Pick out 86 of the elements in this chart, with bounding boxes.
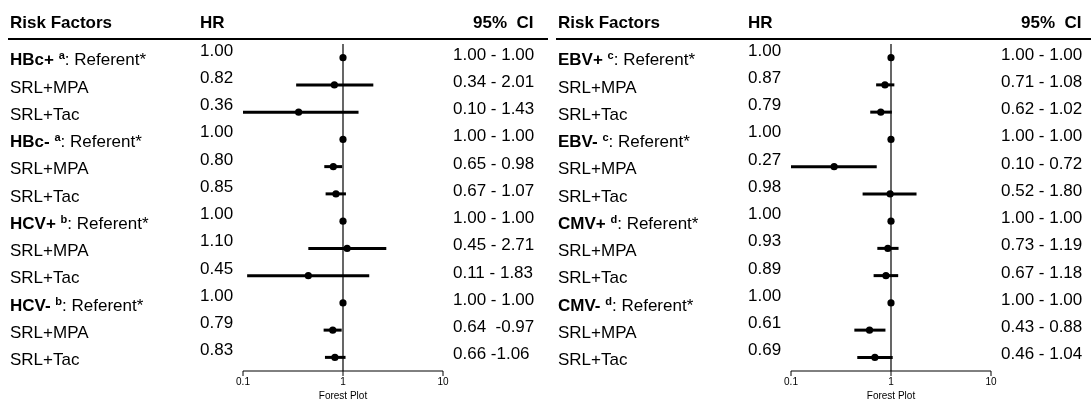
y-tick-label: SRL+MPA: [558, 322, 638, 342]
x-axis-title: Forest Plot: [318, 390, 368, 401]
y-tick-label: SRL+MPA: [10, 159, 90, 179]
y-tick-label: SRL+Tac: [10, 104, 80, 124]
text: 0.45 - 2.71: [453, 235, 535, 255]
y-tick-label: EBV- $^{c}$: Referent*: [558, 131, 691, 152]
text: 1.00 - 1.00: [1001, 126, 1083, 146]
y-tick-label: HBc- $^{a}$: Referent*: [10, 131, 143, 152]
y-tick-label: SRL+MPA: [10, 322, 90, 342]
text: 0.34 - 2.01: [453, 71, 535, 91]
text: 1.00: [748, 40, 782, 60]
y-axis-title: Risk Factors: [10, 13, 113, 33]
text: 1.00: [748, 204, 782, 224]
x-tick-label: 1: [888, 376, 895, 388]
text: 1.00: [200, 204, 234, 224]
text: 95% CI: [1021, 13, 1082, 33]
text: 0.65 - 0.98: [453, 153, 535, 173]
y-tick-label: SRL+Tac: [10, 350, 80, 370]
text: 1.00: [748, 122, 782, 142]
x-tick-label: 1: [340, 376, 347, 388]
y-tick-label: HCV- $^{b}$: Referent*: [10, 294, 144, 315]
text: 1.00 - 1.00: [1001, 44, 1083, 64]
text: 0.69: [748, 340, 782, 360]
x-axis-title: Forest Plot: [866, 390, 916, 401]
text: 0.73 - 1.19: [1001, 235, 1083, 255]
text: 0.93: [748, 231, 782, 251]
text: 0.46 - 1.04: [1001, 344, 1083, 364]
text: 1.10: [200, 231, 234, 251]
text: 95% CI: [473, 13, 534, 33]
text: 0.66 -1.06: [453, 344, 530, 364]
text: 0.80: [200, 149, 234, 169]
text: 0.61: [748, 313, 782, 333]
y-tick-label: SRL+MPA: [558, 241, 638, 261]
text: 0.82: [200, 67, 234, 87]
text: 1.00 - 1.00: [453, 126, 535, 146]
text: 0.83: [200, 340, 234, 360]
y-tick-label: EBV+ $^{c}$: Referent*: [558, 49, 696, 70]
y-tick-label: HBc+ $^{a}$: Referent*: [10, 49, 147, 70]
text: 0.52 - 1.80: [1001, 180, 1083, 200]
y-tick-label: SRL+Tac: [10, 268, 80, 288]
text: 1.00: [748, 285, 782, 305]
text: 0.43 - 0.88: [1001, 317, 1083, 337]
y-tick-label: HCV+ $^{b}$: Referent*: [10, 212, 149, 233]
text: 1.00 - 1.00: [453, 44, 535, 64]
text: 0.67 - 1.18: [1001, 262, 1083, 282]
text: 0.11 - 1.83: [453, 262, 534, 282]
text: 1.00 - 1.00: [453, 208, 535, 228]
y-tick-label: CMV- $^{d}$: Referent*: [558, 294, 694, 315]
y-tick-label: CMV+ $^{d}$: Referent*: [558, 212, 699, 233]
text: 1.00 - 1.00: [1001, 208, 1083, 228]
x-tick-label: 10: [985, 376, 997, 388]
x-tick-label: 0.1: [236, 376, 251, 388]
x-tick-label: 10: [437, 376, 449, 388]
y-tick-label: SRL+Tac: [558, 104, 628, 124]
text: 1.00: [200, 285, 234, 305]
text: 0.79: [200, 313, 234, 333]
y-tick-label: SRL+MPA: [10, 241, 90, 261]
text: 0.10 - 0.72: [1001, 153, 1083, 173]
y-tick-label: SRL+MPA: [558, 77, 638, 97]
y-tick-label: SRL+Tac: [558, 268, 628, 288]
text: 0.62 - 1.02: [1001, 99, 1083, 119]
text: 0.89: [748, 258, 782, 278]
text: 0.85: [200, 176, 234, 196]
y-tick-label: SRL+Tac: [558, 350, 628, 370]
text: 0.67 - 1.07: [453, 180, 535, 200]
y-tick-label: SRL+MPA: [558, 159, 638, 179]
text: 0.98: [748, 176, 782, 196]
y-tick-label: SRL+MPA: [10, 77, 90, 97]
text: 0.10 - 1.43: [453, 99, 535, 119]
y-tick-label: SRL+Tac: [10, 186, 80, 206]
text: 1.00 - 1.00: [453, 289, 535, 309]
text: HR: [748, 13, 773, 33]
text: 1.00: [200, 122, 234, 142]
x-tick-label: 0.1: [784, 376, 799, 388]
text: 0.79: [748, 95, 782, 115]
text: 0.71 - 1.08: [1001, 71, 1083, 91]
y-tick-label: SRL+Tac: [558, 186, 628, 206]
y-axis-title: Risk Factors: [558, 13, 661, 33]
text: 0.64 -0.97: [453, 317, 535, 337]
text: 0.36: [200, 95, 234, 115]
text: 0.27: [748, 149, 782, 169]
text: HR: [200, 13, 225, 33]
text: 0.45: [200, 258, 234, 278]
text: 0.87: [748, 67, 782, 87]
text: 1.00 - 1.00: [1001, 289, 1083, 309]
text: 1.00: [200, 40, 234, 60]
